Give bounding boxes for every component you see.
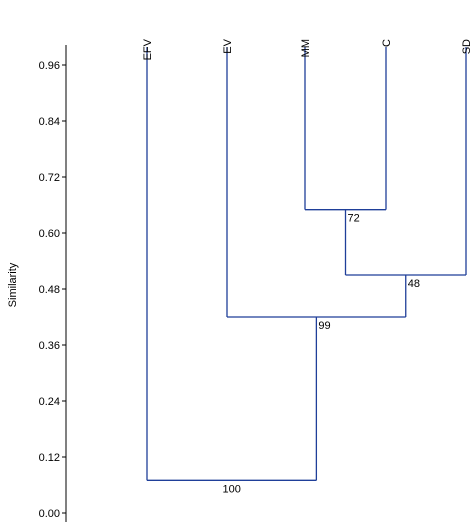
y-axis: 0.00 0.12 0.24 0.36 0.48 0.60 0.72 0.84 0.96	[39, 45, 67, 522]
leaf-labels: EFV EV MM C SD	[142, 38, 473, 60]
node-labels: 72 48 99 100	[223, 213, 420, 496]
y-tick-label: 0.72	[39, 172, 60, 184]
node-support-label: 99	[318, 320, 330, 332]
leaf-label: EV	[222, 38, 234, 53]
y-tick-label: 0.48	[39, 284, 60, 296]
y-tick-label: 0.84	[39, 116, 60, 128]
node-support-label: 48	[408, 278, 420, 290]
leaf-label: EFV	[142, 38, 154, 60]
y-tick-label: 0.96	[39, 60, 60, 72]
y-tick-label: 0.24	[39, 396, 60, 408]
y-tick-label: 0.36	[39, 340, 60, 352]
branches	[146, 47, 467, 481]
y-tick-label: 0.00	[39, 508, 60, 520]
y-axis-title: Similarity	[7, 262, 19, 307]
y-tick-label: 0.60	[39, 228, 60, 240]
leaf-label: C	[381, 39, 393, 47]
leaf-label: SD	[461, 39, 473, 54]
y-tick-label: 0.12	[39, 452, 60, 464]
node-support-label: 100	[223, 483, 241, 495]
node-support-label: 72	[348, 213, 360, 225]
leaf-label: MM	[300, 39, 312, 57]
